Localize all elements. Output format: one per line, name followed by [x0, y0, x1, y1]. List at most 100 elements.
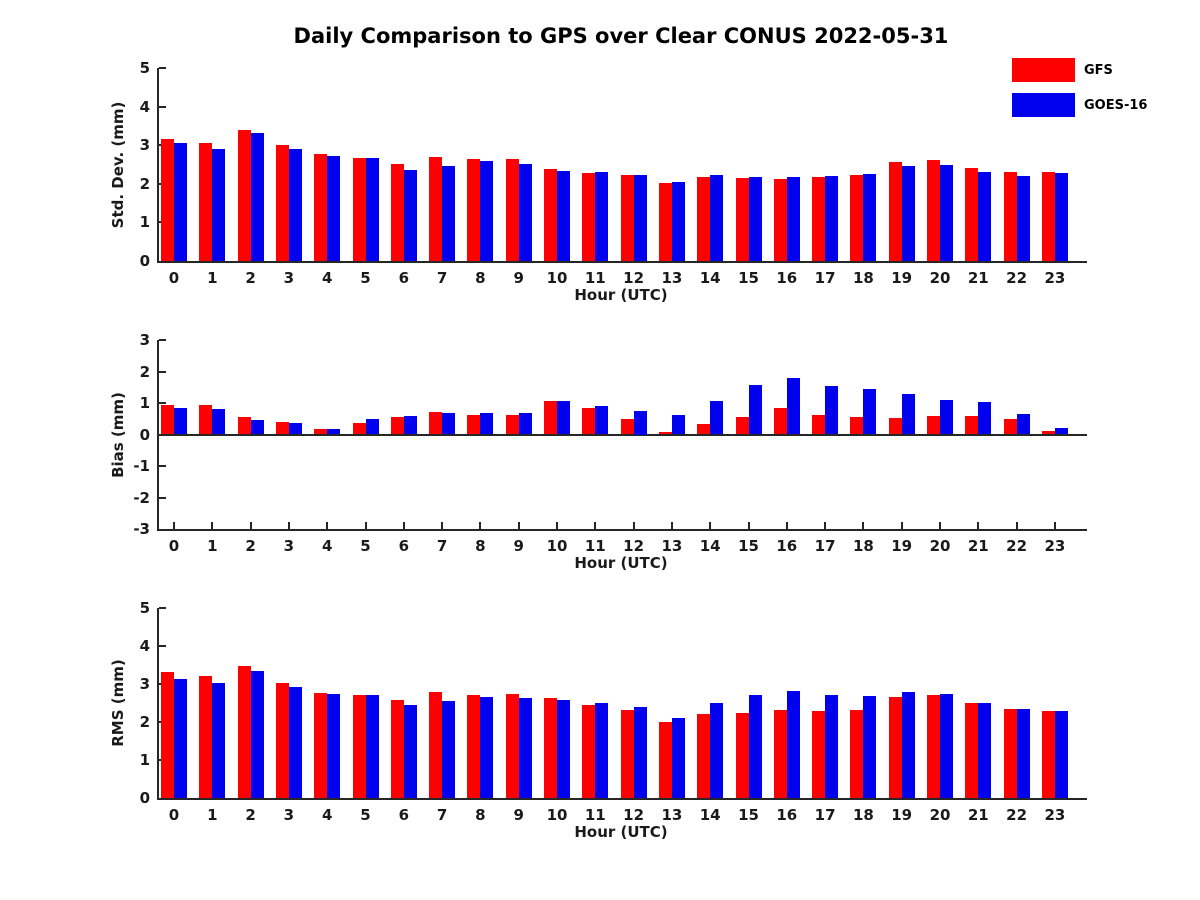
- y-axis-label-rms: RMS (mm): [109, 659, 127, 747]
- bar-std-dev-gfs-h11: [582, 173, 596, 261]
- bar-rms-goes-16-h3: [288, 686, 302, 798]
- bar-rms-goes-16-h4: [327, 693, 341, 798]
- bar-bias-gfs-h8: [467, 414, 481, 435]
- x-tick-label-bias-16: 16: [776, 537, 798, 555]
- x-tick-label-std-dev-12: 12: [623, 269, 645, 287]
- bar-std-dev-goes-16-h20: [940, 164, 953, 261]
- y-tick-bias--1: [159, 465, 166, 467]
- bar-rms-gfs-h3: [275, 682, 289, 798]
- bar-std-dev-goes-16-h13: [671, 182, 685, 261]
- x-tick-label-bias-0: 0: [168, 537, 180, 555]
- legend-item-gfs: GFS: [1012, 58, 1147, 82]
- y-tick-label-bias--3: -3: [133, 520, 150, 538]
- bar-std-dev-goes-16-h8: [480, 161, 494, 261]
- bar-std-dev-gfs-h1: [199, 142, 213, 261]
- x-tick-label-rms-14: 14: [699, 806, 721, 824]
- bar-std-dev-goes-16-h1: [212, 148, 226, 261]
- x-tick-bias-7: [441, 522, 444, 529]
- bar-rms-gfs-h6: [390, 699, 404, 798]
- x-tick-label-std-dev-0: 0: [168, 269, 180, 287]
- bar-rms-gfs-h23: [1041, 710, 1055, 798]
- x-tick-label-std-dev-17: 17: [814, 269, 836, 287]
- x-tick-label-std-dev-10: 10: [546, 269, 568, 287]
- bar-bias-goes-16-h5: [365, 419, 379, 435]
- x-tick-label-bias-20: 20: [929, 537, 951, 555]
- bar-rms-goes-16-h21: [978, 703, 992, 798]
- bar-rms-goes-16-h19: [901, 691, 915, 798]
- bar-std-dev-goes-16-h4: [327, 155, 341, 261]
- x-tick-bias-9: [517, 522, 520, 529]
- bar-std-dev-gfs-h21: [965, 167, 979, 261]
- x-tick-bias-21: [977, 522, 980, 529]
- bar-bias-gfs-h17: [812, 414, 826, 435]
- bar-rms-gfs-h7: [429, 691, 443, 798]
- bar-rms-goes-16-h12: [633, 707, 647, 798]
- bar-rms-goes-16-h8: [480, 696, 494, 798]
- bar-bias-gfs-h22: [1003, 419, 1017, 435]
- bar-std-dev-gfs-h6: [390, 164, 404, 261]
- x-tick-label-rms-21: 21: [967, 806, 989, 824]
- bar-bias-goes-16-h12: [633, 410, 647, 435]
- bar-std-dev-gfs-h10: [544, 168, 557, 261]
- bar-rms-goes-16-h1: [212, 683, 226, 798]
- bar-std-dev-gfs-h7: [429, 156, 443, 261]
- x-tick-bias-6: [402, 522, 405, 529]
- chart-panel-bias: Bias (mm) -3 -2 -1 0 1 2 3 0 1 2 3 4 5 6 7 8 9 10 11 12 13 14…: [0, 331, 1200, 580]
- bar-bias-gfs-h14: [697, 424, 711, 435]
- bar-bias-gfs-h6: [390, 416, 404, 435]
- bar-bias-gfs-h2: [237, 416, 251, 435]
- y-tick-label-std-dev-5: 5: [139, 59, 150, 77]
- x-tick-label-std-dev-9: 9: [513, 269, 524, 287]
- x-tick-label-rms-17: 17: [814, 806, 836, 824]
- x-tick-bias-10: [556, 522, 558, 529]
- x-tick-bias-19: [900, 522, 903, 529]
- bar-bias-gfs-h12: [620, 419, 634, 435]
- bar-bias-goes-16-h18: [863, 388, 877, 435]
- bar-rms-goes-16-h17: [825, 695, 839, 798]
- plot-area-std-dev: 0 1 2 3 4 5 0 1 2 3 4 5 6 7 8 9 10 11 12 13 14 15 16 17 18 19 20 21…: [140, 59, 1087, 287]
- x-tick-label-rms-8: 8: [475, 806, 486, 824]
- x-tick-label-bias-4: 4: [321, 537, 333, 555]
- chart-panel-std-dev: Std. Dev. (mm) 0 1 2 3 4 5 0 1 2 3 4 5 6 7 8 9 10 11 12 13 1…: [0, 59, 1200, 308]
- x-tick-label-std-dev-20: 20: [929, 269, 951, 287]
- bar-rms-goes-16-h10: [557, 700, 570, 798]
- x-tick-label-std-dev-1: 1: [207, 269, 218, 287]
- bar-bias-gfs-h7: [429, 412, 443, 435]
- bar-std-dev-goes-16-h9: [518, 164, 532, 261]
- x-tick-label-rms-11: 11: [584, 806, 606, 824]
- x-tick-label-bias-5: 5: [360, 537, 371, 555]
- bar-rms-gfs-h2: [237, 666, 251, 798]
- y-tick-bias-1: [159, 402, 166, 404]
- x-tick-label-std-dev-22: 22: [1006, 269, 1028, 287]
- bar-bias-goes-16-h20: [940, 399, 953, 435]
- x-tick-label-std-dev-15: 15: [738, 269, 759, 287]
- bar-std-dev-goes-16-h22: [1016, 175, 1030, 261]
- y-tick-label-bias--2: -2: [133, 488, 150, 507]
- x-tick-label-bias-22: 22: [1006, 537, 1028, 555]
- x-tick-label-bias-17: 17: [814, 537, 836, 555]
- bar-rms-goes-16-h5: [365, 694, 379, 798]
- bar-bias-gfs-h0: [161, 404, 174, 435]
- bar-bias-goes-16-h22: [1016, 414, 1030, 435]
- bar-bias-gfs-h9: [505, 414, 519, 435]
- bar-bias-goes-16-h3: [288, 422, 302, 435]
- bar-std-dev-goes-16-h16: [786, 177, 800, 261]
- x-tick-label-rms-15: 15: [738, 806, 759, 824]
- bar-rms-goes-16-h16: [786, 691, 800, 798]
- x-tick-bias-8: [479, 522, 482, 529]
- bar-std-dev-gfs-h20: [927, 160, 940, 261]
- x-tick-label-bias-8: 8: [475, 537, 486, 555]
- bar-bias-goes-16-h6: [403, 415, 417, 435]
- x-axis-label-std-dev: Hour (UTC): [574, 286, 668, 304]
- bar-rms-gfs-h20: [927, 694, 940, 798]
- bar-bias-goes-16-h14: [710, 401, 724, 435]
- x-tick-label-std-dev-6: 6: [398, 269, 410, 287]
- bar-std-dev-goes-16-h0: [174, 143, 187, 261]
- x-tick-label-bias-18: 18: [852, 537, 874, 555]
- x-tick-label-bias-14: 14: [699, 537, 721, 555]
- x-axis-label-rms: Hour (UTC): [574, 823, 668, 841]
- x-tick-bias-22: [1015, 522, 1018, 529]
- bar-bias-goes-16-h4: [327, 429, 341, 435]
- bar-rms-gfs-h1: [199, 675, 213, 798]
